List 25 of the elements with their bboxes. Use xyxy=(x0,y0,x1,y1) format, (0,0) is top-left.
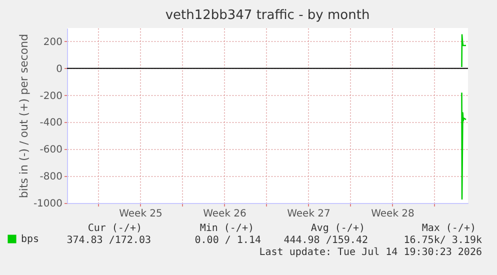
text: 374.83 /172.03 xyxy=(66,235,151,246)
line-series xyxy=(461,92,467,200)
y-tick-label: -600 xyxy=(40,144,62,156)
line-series xyxy=(461,34,467,68)
legend-label: bps xyxy=(21,234,40,245)
x-tick-label: Week 25 xyxy=(119,208,162,220)
y-tick-label: 200 xyxy=(43,36,62,48)
x-tick-label: Week 26 xyxy=(203,208,246,220)
x-tick-label: Week 28 xyxy=(371,208,414,220)
text: 0.00 / 1.14 xyxy=(194,235,261,246)
text: Avg (-/+) xyxy=(310,223,365,234)
text: 444.98 /159.42 xyxy=(284,235,368,246)
y-tick-label: -400 xyxy=(40,118,62,129)
y-axis-title: bits in (-) / out (+) per second xyxy=(17,34,30,198)
y-tick-label: 0 xyxy=(56,64,62,75)
x-tick-label: Week 27 xyxy=(287,208,330,220)
text: Min (-/+) xyxy=(200,223,254,234)
text: Cur (-/+) xyxy=(88,223,142,234)
y-tick-label: -1000 xyxy=(33,198,62,210)
text: Max (-/+) xyxy=(422,223,476,234)
text: 16.75k/ 3.19k xyxy=(404,235,482,246)
y-tick-label: -800 xyxy=(40,172,62,183)
y-tick-label: -200 xyxy=(40,90,62,102)
text: Last update: Tue Jul 14 19:30:23 2026 xyxy=(259,247,482,258)
chart-title: veth12bb347 traffic - by month xyxy=(165,8,370,23)
